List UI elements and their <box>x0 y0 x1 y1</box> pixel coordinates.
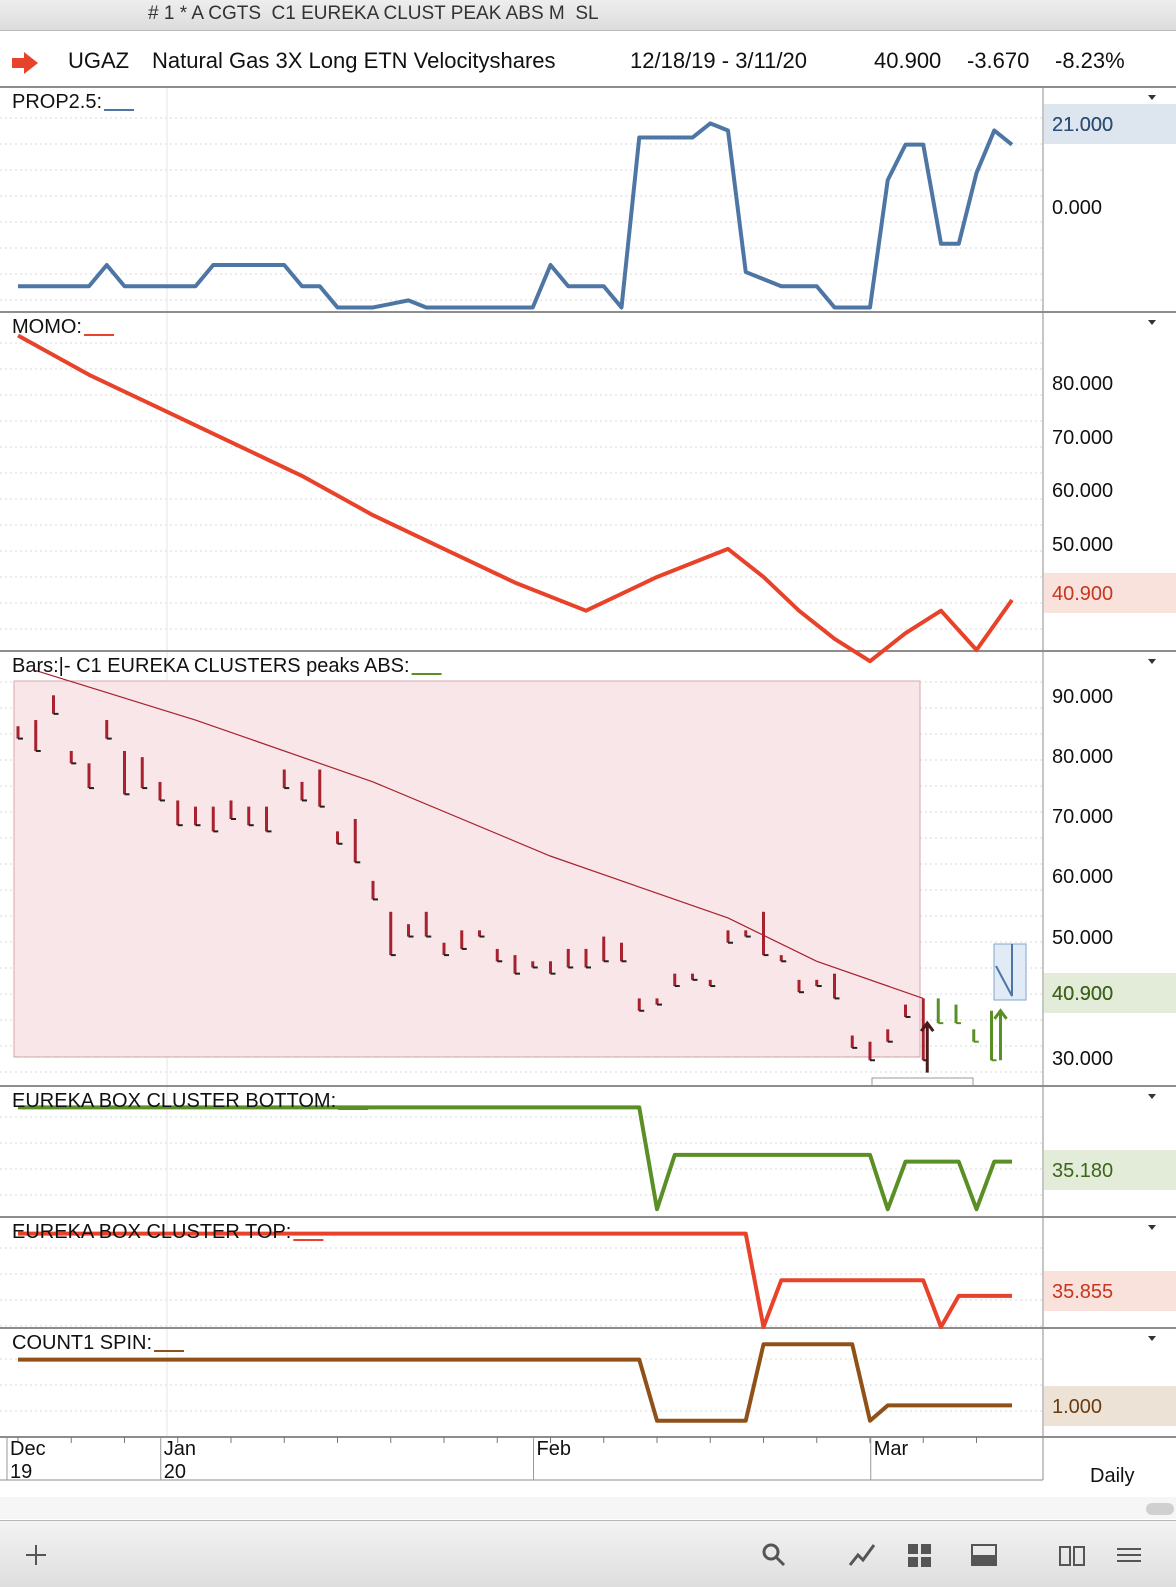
current-value-label: 40.900 <box>1052 983 1113 1005</box>
axis-tick-label: 80.000 <box>1052 746 1113 768</box>
scroll-track[interactable] <box>0 1497 1176 1519</box>
line-chart-icon[interactable] <box>848 1541 876 1569</box>
axis-tick-label: 50.000 <box>1052 534 1113 556</box>
axis-tick-label: 80.000 <box>1052 373 1113 395</box>
search-icon[interactable] <box>760 1541 788 1569</box>
scroll-thumb[interactable] <box>1146 1503 1174 1515</box>
axis-tick-label: 0.000 <box>1052 197 1102 219</box>
date-range: 12/18/19 - 3/11/20 <box>630 48 807 73</box>
price-change-pct: -8.23% <box>1055 48 1125 73</box>
series-line <box>18 121 1014 310</box>
panel-menu-icon[interactable] <box>1148 95 1156 100</box>
panel-menu-icon[interactable] <box>1148 1336 1156 1341</box>
x-month-label: Jan <box>164 1438 196 1460</box>
current-value-label: 40.900 <box>1052 583 1113 605</box>
axis-tick-label: 21.000 <box>1052 114 1113 136</box>
current-value-label: 21.000 <box>1052 114 1113 136</box>
add-icon[interactable] <box>22 1541 50 1569</box>
window-titlebar: # 1 * A CGTS C1 EUREKA CLUST PEAK ABS M … <box>0 0 1176 31</box>
window-icon[interactable] <box>970 1541 998 1569</box>
current-value-badge <box>1044 1150 1176 1190</box>
axis-tick-label: 30.000 <box>1052 1048 1113 1070</box>
x-year-label: 19 <box>10 1461 32 1483</box>
panel-label: Bars:|- C1 EUREKA CLUSTERS peaks ABS: <box>12 655 410 677</box>
timeframe-label[interactable]: Daily <box>1090 1465 1135 1487</box>
last-price: 40.900 <box>874 48 942 73</box>
x-year-label: 20 <box>164 1461 186 1483</box>
bottom-toolbar <box>0 1520 1176 1587</box>
panel-3 <box>0 1087 1176 1218</box>
panel-0 <box>0 88 1176 313</box>
current-value-label: 1.000 <box>1052 1396 1102 1418</box>
axis-tick-label: 60.000 <box>1052 866 1113 888</box>
list-icon[interactable] <box>1115 1541 1143 1569</box>
x-month-label: Mar <box>874 1438 909 1460</box>
panel-label: PROP2.5: <box>12 91 102 113</box>
range-marker <box>871 1077 974 1085</box>
panel-menu-icon[interactable] <box>1148 1094 1156 1099</box>
current-value-label: 35.855 <box>1052 1281 1113 1303</box>
panel-2 <box>0 652 1176 1087</box>
current-value-badge <box>1044 104 1176 144</box>
price-change: -3.670 <box>967 48 1030 73</box>
x-month-label: Feb <box>537 1438 571 1460</box>
last-bar-shape <box>995 944 1013 997</box>
axis-tick-label: 40.900 <box>1052 983 1113 1005</box>
current-value-badge <box>1044 1386 1176 1426</box>
current-value-badge <box>1044 973 1176 1013</box>
symbol[interactable]: UGAZ <box>68 48 130 73</box>
chart-area[interactable]: 21.0000.00021.000PROP2.5:80.00070.00060.… <box>0 0 1176 1520</box>
panel-label: EUREKA BOX CLUSTER TOP: <box>12 1221 291 1243</box>
panel-menu-icon[interactable] <box>1148 659 1156 664</box>
current-value-badge <box>1044 573 1176 613</box>
ma-line <box>35 669 924 999</box>
symbol-info-bar: UGAZ Natural Gas 3X Long ETN Velocitysha… <box>0 31 1176 88</box>
series-line <box>17 333 1014 664</box>
axis-tick-label: 60.000 <box>1052 480 1113 502</box>
cluster-box <box>13 680 921 1058</box>
axis-tick-label: 90.000 <box>1052 686 1113 708</box>
panel-1 <box>0 313 1176 664</box>
red-right-arrow-icon[interactable] <box>10 51 40 75</box>
panel-label: MOMO: <box>12 316 82 338</box>
series-line <box>18 1231 1012 1329</box>
up-arrow-icon <box>920 1020 935 1073</box>
panel-label: COUNT1 SPIN: <box>12 1332 152 1354</box>
panel-menu-icon[interactable] <box>1148 320 1156 325</box>
panel-5 <box>0 1329 1176 1438</box>
axis-tick-label: 70.000 <box>1052 806 1113 828</box>
current-value-badge <box>1044 1271 1176 1311</box>
up-arrow-icon <box>993 1008 1008 1061</box>
book-icon[interactable] <box>1058 1541 1086 1569</box>
x-month-label: Dec <box>10 1438 46 1460</box>
current-value-label: 35.180 <box>1052 1160 1113 1182</box>
axis-tick-label: 50.000 <box>1052 927 1113 949</box>
series-line <box>18 1105 1012 1212</box>
x-axis <box>0 1437 1044 1481</box>
panel-4 <box>0 1218 1176 1329</box>
grid-layout-icon[interactable] <box>906 1541 934 1569</box>
series-line <box>18 1342 1012 1423</box>
panel-label: EUREKA BOX CLUSTER BOTTOM: <box>12 1090 336 1112</box>
symbol-name: Natural Gas 3X Long ETN Velocityshares <box>152 48 556 73</box>
panel-menu-icon[interactable] <box>1148 1225 1156 1230</box>
window-title: # 1 * A CGTS C1 EUREKA CLUST PEAK ABS M … <box>148 3 599 24</box>
axis-tick-label: 70.000 <box>1052 427 1113 449</box>
